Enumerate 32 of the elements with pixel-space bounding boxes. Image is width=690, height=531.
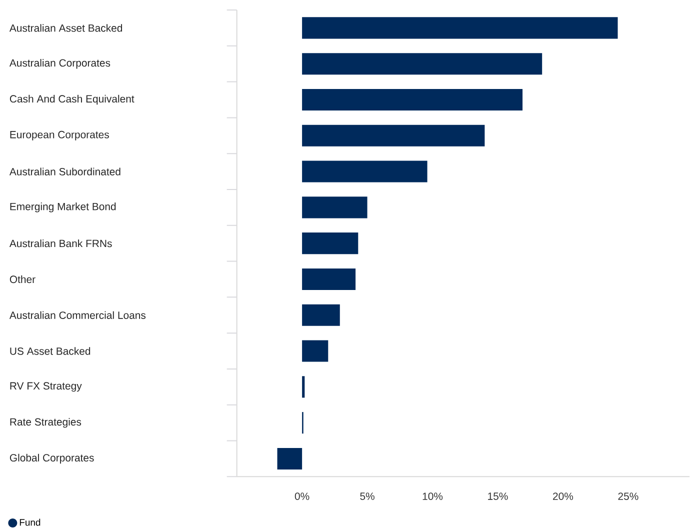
y-tick-label: European Corporates bbox=[10, 130, 109, 140]
bar bbox=[302, 340, 328, 362]
y-tick-label: US Asset Backed bbox=[10, 347, 90, 355]
y-tick-label: Other bbox=[10, 275, 36, 283]
y-tick-label: Global Corporates bbox=[10, 454, 94, 464]
y-tick-label: Cash And Cash Equivalent bbox=[10, 94, 134, 105]
x-tick-label: 25% bbox=[618, 492, 638, 500]
y-tick-label: Australian Bank FRNs bbox=[9, 239, 112, 248]
x-tick-label: 10% bbox=[422, 492, 443, 500]
y-tick-label: Australian Asset Backed bbox=[9, 24, 122, 32]
x-tick-label: 5% bbox=[360, 492, 374, 500]
bar bbox=[302, 232, 358, 254]
legend-label: Fund bbox=[20, 518, 40, 526]
bar bbox=[302, 160, 428, 182]
bar bbox=[302, 52, 542, 75]
bar bbox=[302, 17, 618, 39]
bar bbox=[302, 124, 485, 146]
y-tick-label: Emerging Market Bond bbox=[10, 202, 116, 212]
bar bbox=[302, 376, 305, 398]
bar bbox=[277, 448, 302, 470]
y-tick-label: Australian Commercial Loans bbox=[9, 311, 146, 319]
y-tick-label: Australian Subordinated bbox=[9, 168, 120, 176]
bar bbox=[302, 88, 523, 110]
x-tick-label: 20% bbox=[553, 492, 574, 500]
bar bbox=[302, 196, 368, 218]
x-tick-label: 0% bbox=[294, 492, 310, 500]
x-tick-label: 15% bbox=[488, 492, 508, 500]
bar bbox=[302, 304, 340, 326]
y-tick-label: Rate Strategies bbox=[10, 418, 82, 428]
y-tick-label: Australian Corporates bbox=[9, 58, 110, 69]
y-tick-label: RV FX Strategy bbox=[10, 382, 82, 392]
bar bbox=[302, 268, 356, 290]
